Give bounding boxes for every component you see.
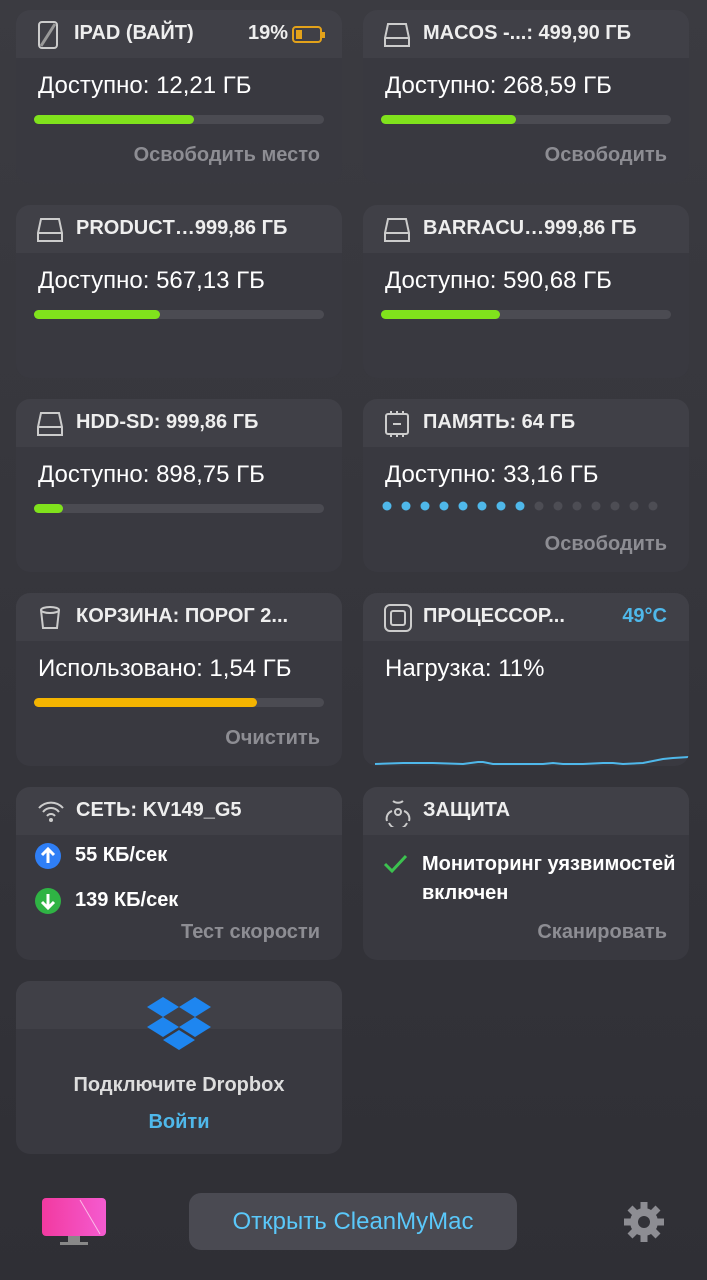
speed-test-link[interactable]: Тест скорости <box>180 921 320 943</box>
card-title: ПАМЯТЬ: 64 ГБ <box>423 411 576 433</box>
disk-icon <box>37 218 63 242</box>
scan-link[interactable]: Сканировать <box>537 921 667 943</box>
disk-icon <box>384 218 410 242</box>
card: IPAD (ВАЙТ) 19% Доступно: 12,21 ГБ Освоб… <box>16 10 342 183</box>
available: Доступно: 12,21 ГБ <box>38 72 252 99</box>
available: Доступно: 33,16 ГБ <box>385 461 599 488</box>
card: ПРОЦЕССОР... 49°C Нагрузка: 11% <box>363 593 689 766</box>
login-link[interactable]: Войти <box>148 1111 210 1133</box>
card-title: СЕТЬ: KV149_G5 <box>76 799 242 821</box>
status: Мониторинг уязвимостей включен <box>422 853 676 904</box>
dropbox-prompt: Подключите Dropbox <box>73 1074 285 1096</box>
temperature: 49°C <box>622 605 667 627</box>
card-title: MACOS -...: 499,90 ГБ <box>423 22 631 44</box>
cpu-icon <box>384 604 412 632</box>
used: Использовано: 1,54 ГБ <box>38 655 292 682</box>
trash-icon <box>40 606 60 629</box>
memory-icon <box>385 411 409 437</box>
memory-dots <box>382 501 658 511</box>
cpu-graph <box>374 756 689 766</box>
disk-icon <box>384 23 410 47</box>
upload-speed: 55 КБ/сек <box>75 844 168 866</box>
card: MACOS -...: 499,90 ГБ Доступно: 268,59 Г… <box>363 10 689 183</box>
available: Доступно: 268,59 ГБ <box>385 72 612 99</box>
protection-icon <box>385 800 411 827</box>
open-app-button[interactable]: Открыть CleanMyMac <box>189 1193 517 1250</box>
card-title: ПРОЦЕССОР... <box>423 605 565 627</box>
settings-icon[interactable] <box>622 1200 666 1244</box>
app-icon[interactable] <box>40 1196 108 1248</box>
card: PRODUCT…999,86 ГБ Доступно: 567,13 ГБ <box>16 205 342 378</box>
download-icon <box>35 888 61 914</box>
battery-level: 19% <box>247 22 288 44</box>
card: ЗАЩИТА Мониторинг уязвимостей включен Ск… <box>363 787 689 960</box>
card: Подключите Dropbox Войти <box>16 981 342 1154</box>
free-up-link[interactable]: Освободить <box>544 144 667 166</box>
ipad-icon <box>38 21 58 49</box>
dropbox-icon <box>147 997 211 1050</box>
card-title: ЗАЩИТА <box>423 799 511 821</box>
card: HDD-SD: 999,86 ГБ Доступно: 898,75 ГБ <box>16 399 342 572</box>
disk-icon <box>37 412 63 436</box>
card-title: КОРЗИНА: ПОРОГ 2... <box>76 605 289 627</box>
available: Доступно: 898,75 ГБ <box>38 461 265 488</box>
check-icon <box>383 854 408 874</box>
card-title: BARRACU…999,86 ГБ <box>423 217 637 239</box>
download-speed: 139 КБ/сек <box>75 889 179 911</box>
card-title: IPAD (ВАЙТ) <box>74 22 194 44</box>
available: Доступно: 590,68 ГБ <box>385 267 612 294</box>
load: Нагрузка: 11% <box>385 655 545 682</box>
upload-icon <box>35 843 61 869</box>
card: ПАМЯТЬ: 64 ГБ Доступно: 33,16 ГБ Освобод… <box>363 399 689 572</box>
empty-link[interactable]: Очистить <box>225 727 320 749</box>
available: Доступно: 567,13 ГБ <box>38 267 265 294</box>
free-up-link[interactable]: Освободить <box>544 533 667 555</box>
card-title: HDD-SD: 999,86 ГБ <box>76 411 259 433</box>
card: СЕТЬ: KV149_G5 55 КБ/сек 139 КБ/сек Тест… <box>16 787 342 960</box>
card-title: PRODUCT…999,86 ГБ <box>76 217 288 239</box>
wifi-icon <box>38 801 64 822</box>
free-up-link[interactable]: Освободить место <box>133 144 320 166</box>
card: КОРЗИНА: ПОРОГ 2... Использовано: 1,54 Г… <box>16 593 342 766</box>
battery-icon <box>292 26 325 43</box>
card: BARRACU…999,86 ГБ Доступно: 590,68 ГБ <box>363 205 689 378</box>
